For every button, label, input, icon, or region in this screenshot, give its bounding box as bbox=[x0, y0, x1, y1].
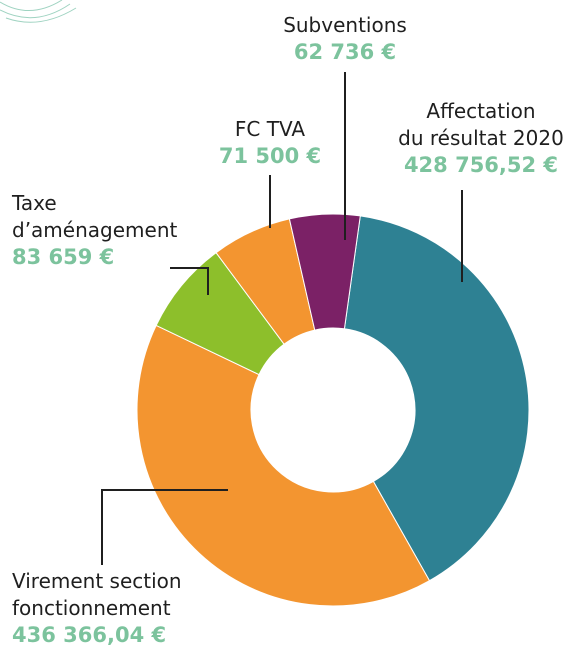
category-label: FC TVA bbox=[234, 117, 306, 141]
value-label: 71 500 € bbox=[218, 144, 322, 168]
value-label: 436 366,04 € bbox=[12, 623, 167, 647]
donut-segment bbox=[136, 324, 431, 607]
value-label: 428 756,52 € bbox=[403, 153, 559, 177]
category-label: Virement section fonctionnement bbox=[12, 569, 182, 620]
leader-line bbox=[101, 489, 228, 565]
leader-line bbox=[170, 267, 209, 295]
decoration bbox=[0, 0, 77, 23]
donut-segment bbox=[343, 215, 530, 582]
value-label: 83 659 € bbox=[12, 245, 115, 269]
label: Subventions 62 736 € bbox=[255, 12, 435, 66]
label: Affectation du résultat 2020 428 756,52 € bbox=[390, 98, 572, 179]
label: FC TVA 71 500 € bbox=[200, 116, 340, 170]
category-label: Affectation du résultat 2020 bbox=[398, 99, 564, 150]
donut-segment bbox=[288, 213, 361, 331]
category-label: Taxe d’aménagement bbox=[12, 191, 178, 242]
label: Taxe d’aménagement 83 659 € bbox=[12, 190, 232, 271]
label: Virement section fonctionnement 436 366,04… bbox=[12, 568, 242, 649]
category-label: Subventions bbox=[283, 13, 407, 37]
value-label: 62 736 € bbox=[293, 40, 397, 64]
